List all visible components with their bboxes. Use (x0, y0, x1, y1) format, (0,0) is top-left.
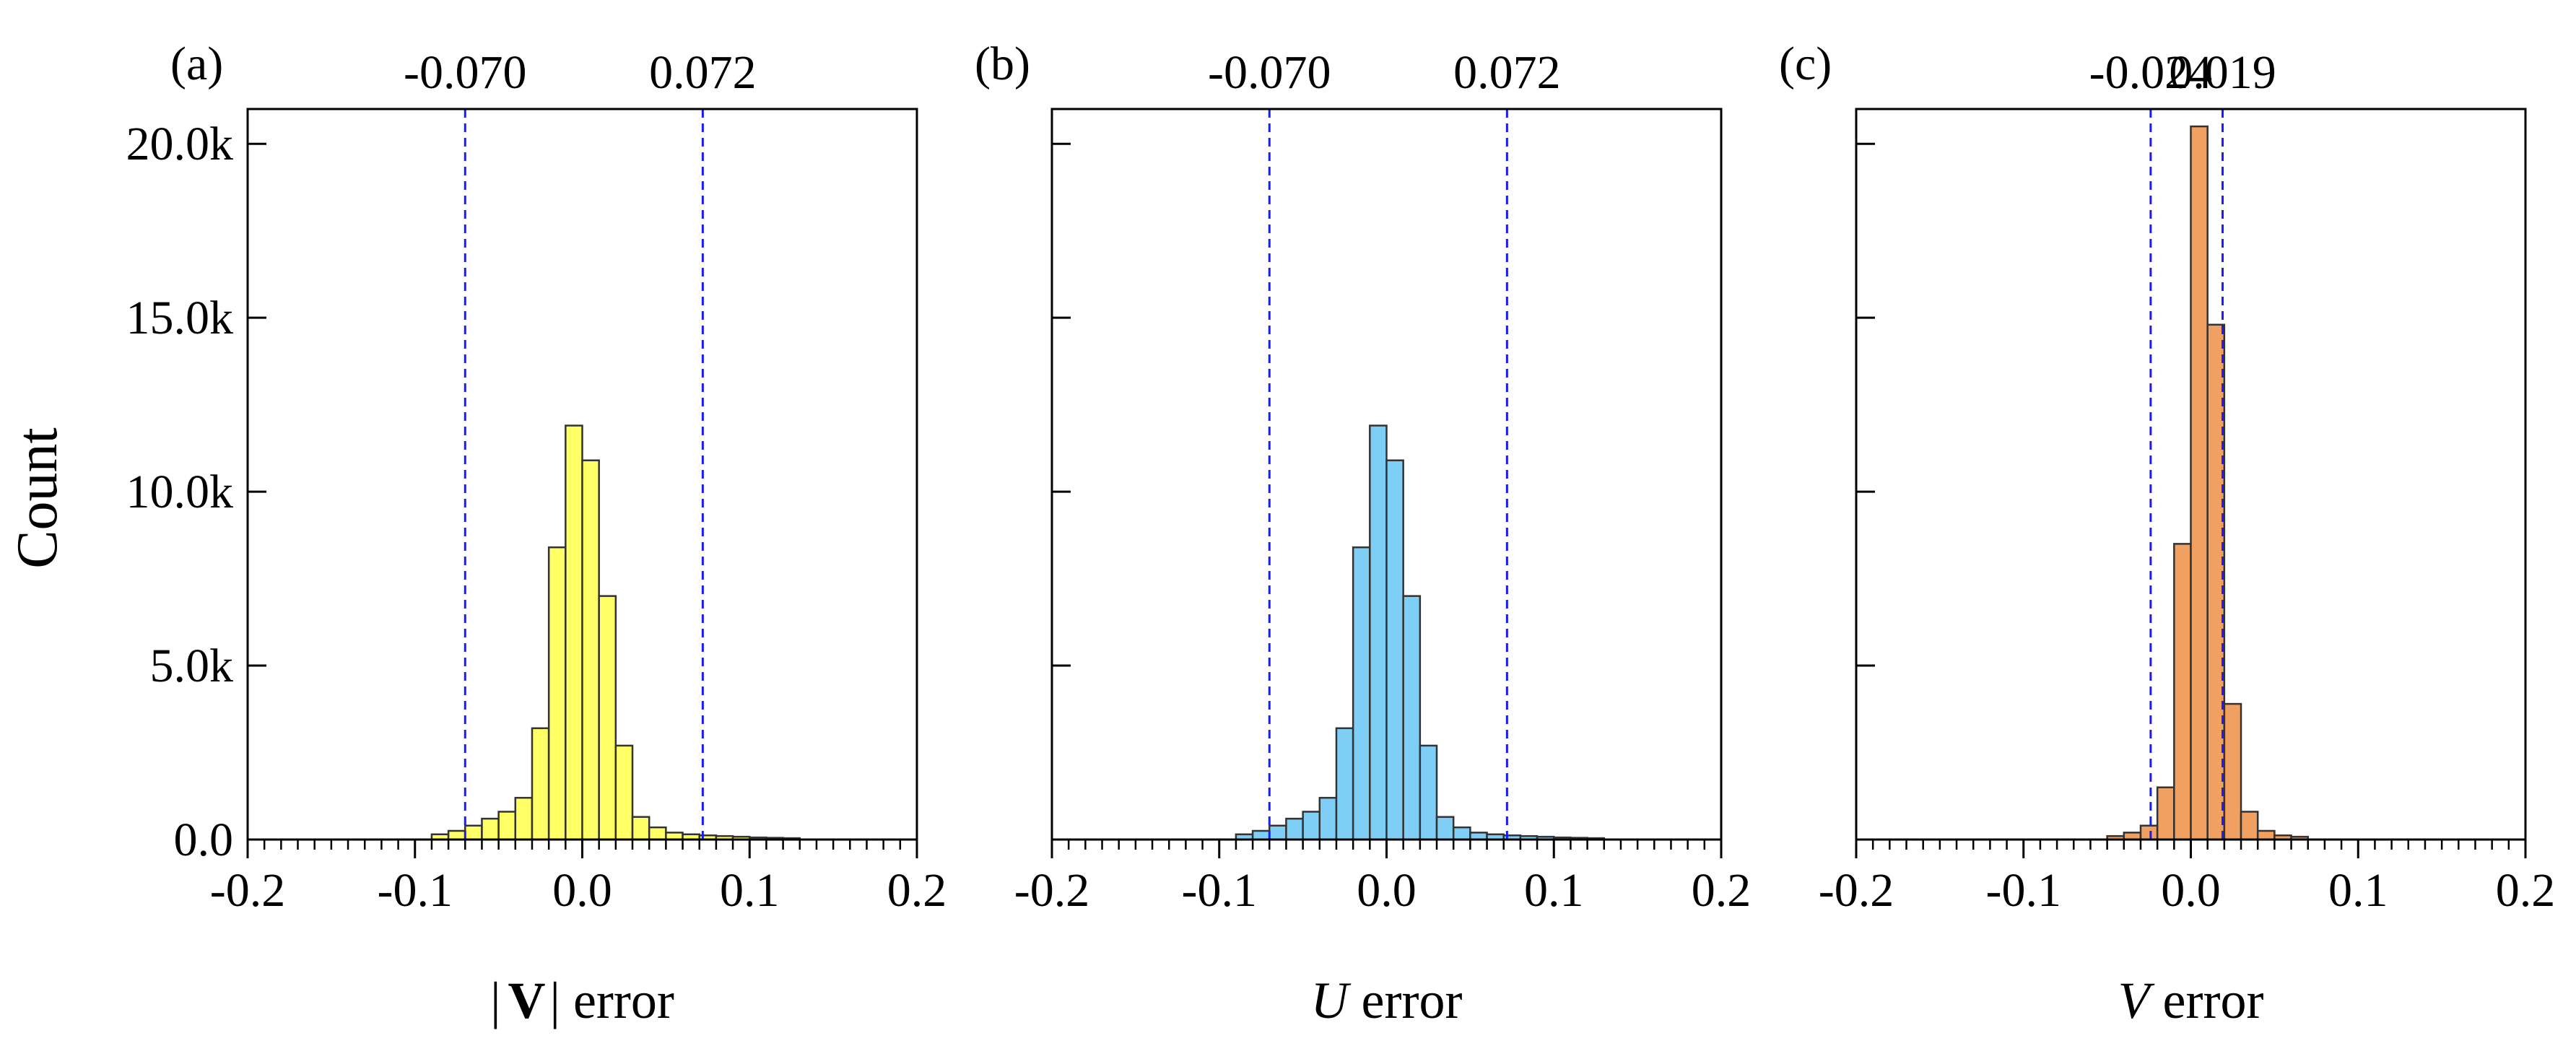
histogram-bar (531, 727, 550, 841)
x-tick-label: -0.1 (1986, 864, 2061, 917)
panel-a: -0.070 0.072 -0.2 -0.1 0.0 0.1 0.2 0.0 5.0k 10.0k… (126, 38, 947, 1029)
histogram-bar (1335, 727, 1354, 841)
x-tick-label: 0.2 (2496, 864, 2556, 917)
x-tick-label: -0.2 (210, 864, 285, 917)
histogram-bar (1285, 817, 1304, 841)
histogram-bar (631, 816, 650, 841)
histogram-bar (1419, 744, 1438, 841)
x-axis-title: U error (1311, 972, 1463, 1029)
histogram-bar (581, 459, 600, 841)
histogram-bar (1435, 816, 1455, 841)
threshold-label: 0.072 (1453, 46, 1561, 99)
threshold-label: -0.024 (2089, 46, 2212, 99)
histogram-bar (2190, 125, 2209, 841)
histogram-bar (1452, 826, 1471, 841)
panel-b: -0.070 0.072 -0.2 -0.1 0.0 0.1 0.2 (b) U error (975, 38, 1751, 1029)
x-tick-label: 0.0 (2161, 864, 2221, 917)
y-axis-title: Count (6, 427, 69, 569)
y-tick-label: 0.0 (174, 814, 234, 866)
panel-label: (b) (975, 38, 1030, 90)
y-tick-label: 5.0k (150, 640, 234, 692)
x-axis-title: | V| error (490, 972, 674, 1029)
histogram-bar (2156, 786, 2175, 841)
y-tick-label: 20.0k (126, 118, 234, 170)
histogram-bar (497, 811, 517, 841)
x-tick-label: -0.2 (1819, 864, 1894, 917)
y-tick-label: 10.0k (126, 466, 234, 518)
histogram-bar (1251, 829, 1271, 841)
histogram-bar (514, 796, 534, 841)
x-tick-label: 0.1 (2328, 864, 2388, 917)
x-tick-label: 0.0 (1357, 864, 1417, 917)
threshold-label: -0.070 (404, 46, 526, 99)
histogram-bar (1402, 595, 1422, 841)
histogram-bar (2139, 824, 2159, 841)
x-tick-label: -0.2 (1014, 864, 1089, 917)
histogram-bar (447, 829, 466, 841)
histogram-bar (1385, 459, 1404, 841)
x-tick-label: 0.1 (720, 864, 780, 917)
x-tick-label: -0.1 (1182, 864, 1257, 917)
histogram-bar (2256, 829, 2276, 841)
x-tick-label: -0.1 (378, 864, 453, 917)
x-tick-label: 0.2 (887, 864, 947, 917)
threshold-label: 0.019 (2169, 46, 2276, 99)
x-axis-title: V error (2118, 972, 2264, 1029)
histogram-bar (2173, 543, 2192, 841)
threshold-label: 0.072 (649, 46, 757, 99)
panel-label: (c) (1779, 38, 1832, 90)
histogram-bar (1302, 811, 1321, 841)
y-tick-label: 15.0k (126, 292, 234, 344)
x-tick-label: 0.2 (1692, 864, 1752, 917)
histogram-bar (2240, 811, 2259, 841)
histogram-bar (1369, 424, 1388, 841)
x-tick-label: 0.1 (1524, 864, 1584, 917)
histogram-bar (464, 824, 483, 841)
histogram-bar (1269, 824, 1287, 841)
histogram-bar (614, 744, 634, 841)
histogram-bar (2223, 702, 2242, 841)
histogram-bar (1318, 796, 1338, 841)
histogram-bar (1352, 546, 1371, 841)
histogram-bar (481, 817, 500, 841)
histogram-bar (648, 826, 667, 841)
histogram-bar (598, 595, 617, 841)
x-tick-label: 0.0 (552, 864, 612, 917)
threshold-label: -0.070 (1208, 46, 1331, 99)
panel-label: (a) (170, 38, 223, 90)
histogram-bar (547, 546, 567, 841)
histogram-bar (565, 424, 583, 841)
